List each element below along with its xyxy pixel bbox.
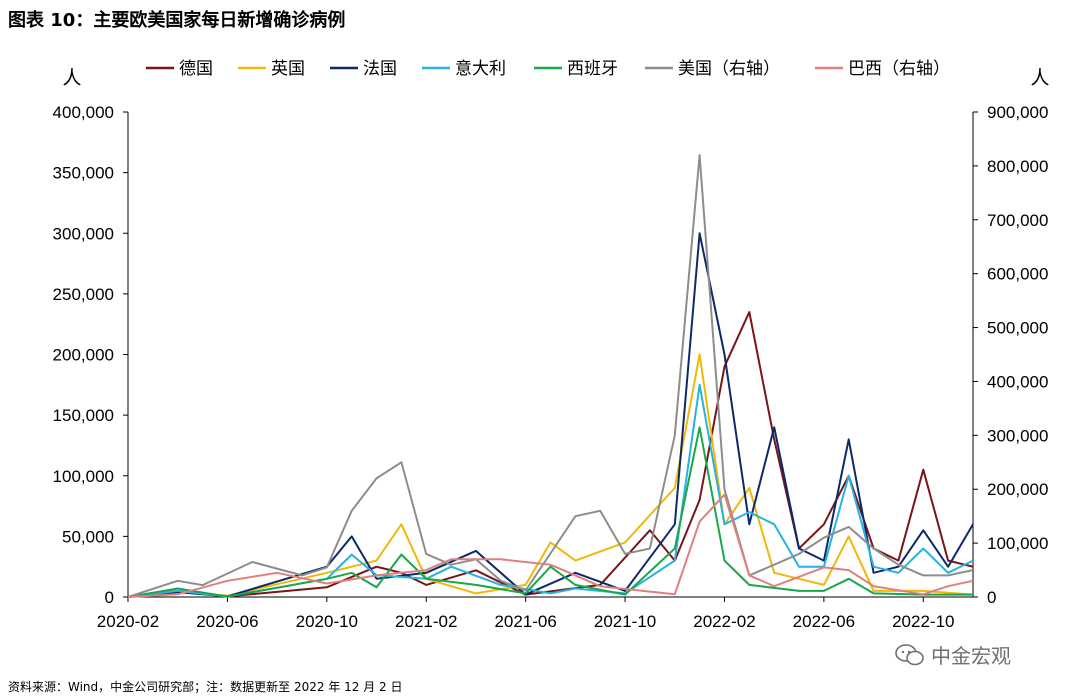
x-tick-label: 2021-02 bbox=[395, 612, 457, 631]
x-tick-label: 2021-10 bbox=[594, 612, 656, 631]
series-line bbox=[127, 426, 973, 598]
right-tick-label: 0 bbox=[987, 588, 996, 607]
x-tick-label: 2022-02 bbox=[693, 612, 755, 631]
x-tick-label: 2022-10 bbox=[892, 612, 954, 631]
legend-label: 德国 bbox=[179, 59, 213, 78]
legend-label: 巴西（右轴） bbox=[848, 59, 950, 78]
x-tick-label: 2021-06 bbox=[494, 612, 556, 631]
legend-label: 美国（右轴） bbox=[678, 59, 780, 78]
source-note: 资料来源：Wind，中金公司研究部；注：数据更新至 2022 年 12 月 2 … bbox=[8, 680, 403, 694]
y-right-unit-label: 人 bbox=[1030, 67, 1049, 89]
series-line bbox=[127, 154, 974, 598]
y-left-unit-label: 人 bbox=[62, 67, 81, 89]
right-tick-label: 700,000 bbox=[987, 211, 1048, 230]
right-tick-label: 900,000 bbox=[987, 103, 1048, 122]
figure-title: 图表 10：主要欧美国家每日新增确诊病例 bbox=[8, 10, 346, 31]
x-tick-label: 2020-10 bbox=[296, 612, 358, 631]
left-tick-label: 200,000 bbox=[53, 346, 114, 365]
x-tick-label: 2020-06 bbox=[196, 612, 258, 631]
left-tick-label: 150,000 bbox=[53, 406, 114, 425]
right-tick-label: 100,000 bbox=[987, 534, 1048, 553]
legend-label: 西班牙 bbox=[567, 59, 618, 78]
series-line bbox=[127, 383, 974, 598]
left-tick-label: 350,000 bbox=[53, 164, 114, 183]
watermark-text: 中金宏观 bbox=[931, 644, 1011, 668]
right-tick-label: 500,000 bbox=[987, 319, 1048, 338]
x-tick-label: 2022-06 bbox=[793, 612, 855, 631]
right-tick-label: 400,000 bbox=[987, 372, 1048, 391]
watermark: 中金宏观 bbox=[895, 640, 1011, 669]
legend-label: 意大利 bbox=[455, 59, 506, 78]
x-tick-label: 2020-02 bbox=[97, 612, 159, 631]
series-line bbox=[127, 232, 974, 598]
left-tick-label: 300,000 bbox=[53, 224, 114, 243]
right-tick-label: 800,000 bbox=[987, 157, 1048, 176]
series-line bbox=[127, 353, 974, 598]
left-tick-label: 100,000 bbox=[53, 467, 114, 486]
series-line bbox=[127, 493, 974, 598]
left-tick-label: 0 bbox=[105, 588, 114, 607]
line-chart: 0 50,000 100,000 150,000 200,000 250,000 300,0… bbox=[53, 59, 1050, 631]
wechat-icon bbox=[895, 643, 924, 665]
left-tick-label: 250,000 bbox=[53, 285, 114, 304]
right-tick-label: 200,000 bbox=[987, 480, 1048, 499]
legend-label: 法国 bbox=[363, 59, 397, 78]
right-tick-label: 300,000 bbox=[987, 426, 1048, 445]
left-tick-label: 50,000 bbox=[62, 527, 114, 546]
left-tick-label: 400,000 bbox=[53, 103, 114, 122]
right-tick-label: 600,000 bbox=[987, 265, 1048, 284]
legend-label: 英国 bbox=[271, 59, 305, 78]
